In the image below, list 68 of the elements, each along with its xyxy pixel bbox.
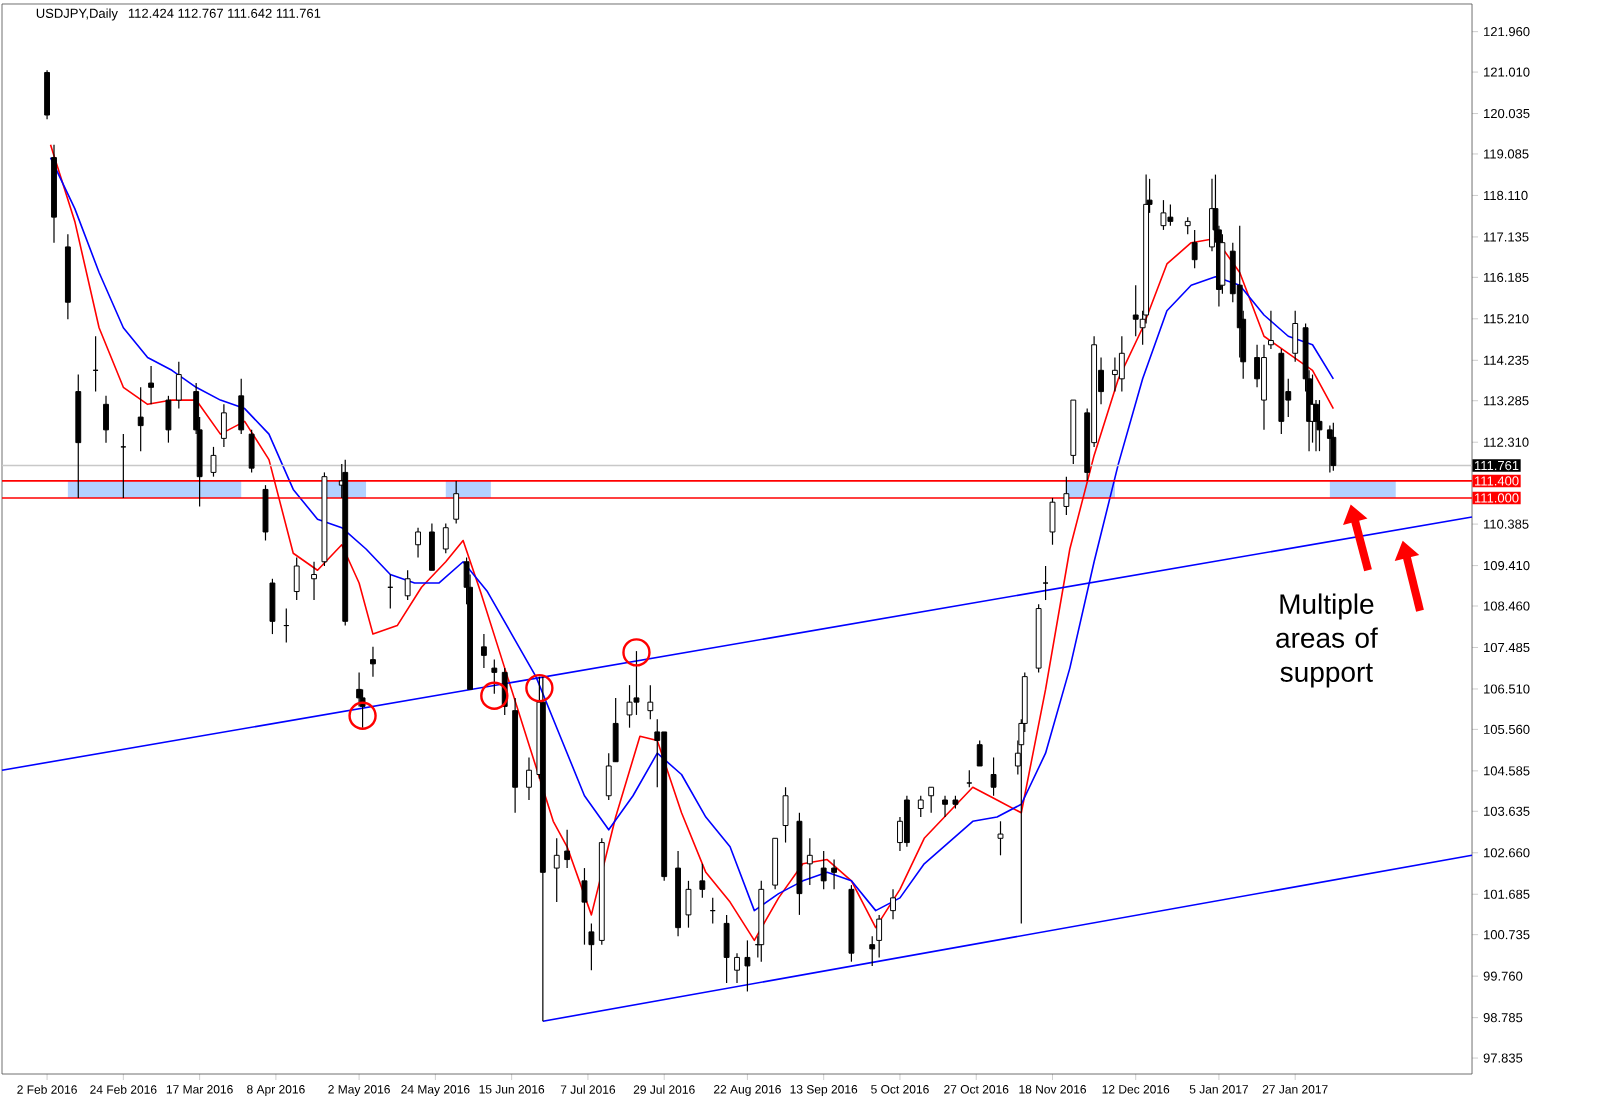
candlestick [782,786,789,844]
candlestick [928,786,935,814]
candlestick [1292,310,1299,363]
candlestick [137,386,144,452]
candlestick [647,684,654,720]
candlestick [612,697,619,763]
candlestick [428,522,435,571]
candlestick [605,752,612,801]
candlestick [734,952,740,984]
candlestick [581,867,588,946]
candlestick [699,863,706,899]
candlestick [564,829,571,869]
point [480,681,509,710]
candlestick [442,522,449,554]
candlestick [1268,310,1274,350]
candlestick [890,888,896,920]
candlestick [820,850,827,890]
candlestick [103,395,109,444]
candlestick [248,429,255,474]
candlestick [120,433,127,499]
candlestick [220,403,227,448]
candlestick [491,659,498,695]
candlestick [269,578,276,635]
candlestick [453,480,460,525]
candlestick [1160,199,1167,231]
candlestick [917,795,924,818]
candlestick [404,569,411,601]
candlestick [997,820,1004,856]
candlestick [1326,425,1333,474]
point [348,701,377,730]
candlestick [1063,476,1070,516]
annotation: Multiple areas of support [1276,593,1378,688]
candlestick [262,484,269,542]
candlestick [553,837,560,903]
candlestick [1330,422,1337,472]
candlestick [311,561,317,601]
candlestick [1167,203,1174,227]
point [622,638,651,667]
candlestick [293,556,300,601]
candlestick [876,914,883,959]
candlestick [370,646,376,678]
candlestick [238,378,245,435]
candlestick [1042,565,1049,601]
candlestick [1111,356,1118,393]
candlestick [210,446,217,478]
candlestick [772,837,779,890]
candlestick [831,858,838,890]
candlestick [942,795,948,818]
candlestick [175,361,182,410]
candlestick [976,739,983,767]
candlestick [1049,497,1056,546]
candlestick [723,914,730,984]
candlestick [415,527,421,559]
point [525,673,554,703]
candlestick [806,837,813,886]
candlestick [1191,229,1198,269]
candlestick [44,69,50,120]
candlestick [685,880,692,929]
candlestick [148,365,155,405]
candlestick [165,395,172,444]
candlestick [1118,335,1125,393]
candlestick [990,756,997,797]
candlestick [903,795,910,848]
candlestick [1261,344,1267,431]
candlestick [480,633,487,669]
candlestick [526,756,532,801]
candlestick [1132,284,1139,337]
candlestick [744,939,751,993]
